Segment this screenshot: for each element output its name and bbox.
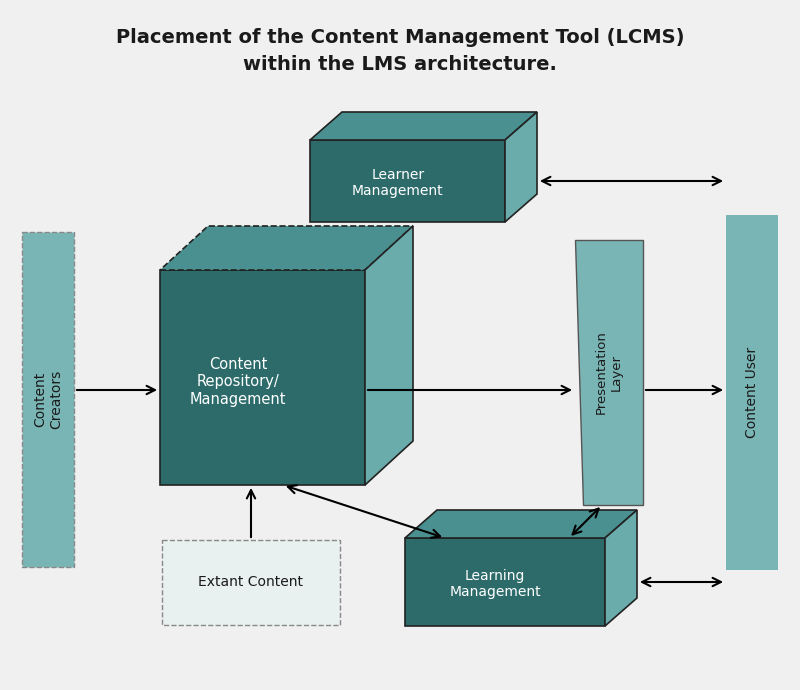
Text: Content User: Content User [745,347,759,438]
Text: Extant Content: Extant Content [198,575,303,589]
FancyBboxPatch shape [22,232,74,567]
Text: Content
Creators: Content Creators [33,370,63,429]
Polygon shape [605,510,637,626]
Text: Placement of the Content Management Tool (LCMS)
within the LMS architecture.: Placement of the Content Management Tool… [116,28,684,74]
Polygon shape [575,240,643,505]
FancyBboxPatch shape [162,540,340,625]
Polygon shape [405,538,605,626]
Polygon shape [505,112,537,222]
Polygon shape [160,226,413,270]
Polygon shape [310,112,537,140]
Text: Learning
Management: Learning Management [449,569,541,599]
FancyBboxPatch shape [726,215,778,570]
Polygon shape [365,226,413,485]
Text: Content
Repository/
Management: Content Repository/ Management [190,357,286,406]
Polygon shape [405,510,637,538]
Text: Presentation
Layer: Presentation Layer [595,331,623,415]
Polygon shape [310,140,505,222]
Polygon shape [160,270,365,485]
Text: Learner
Management: Learner Management [352,168,443,198]
